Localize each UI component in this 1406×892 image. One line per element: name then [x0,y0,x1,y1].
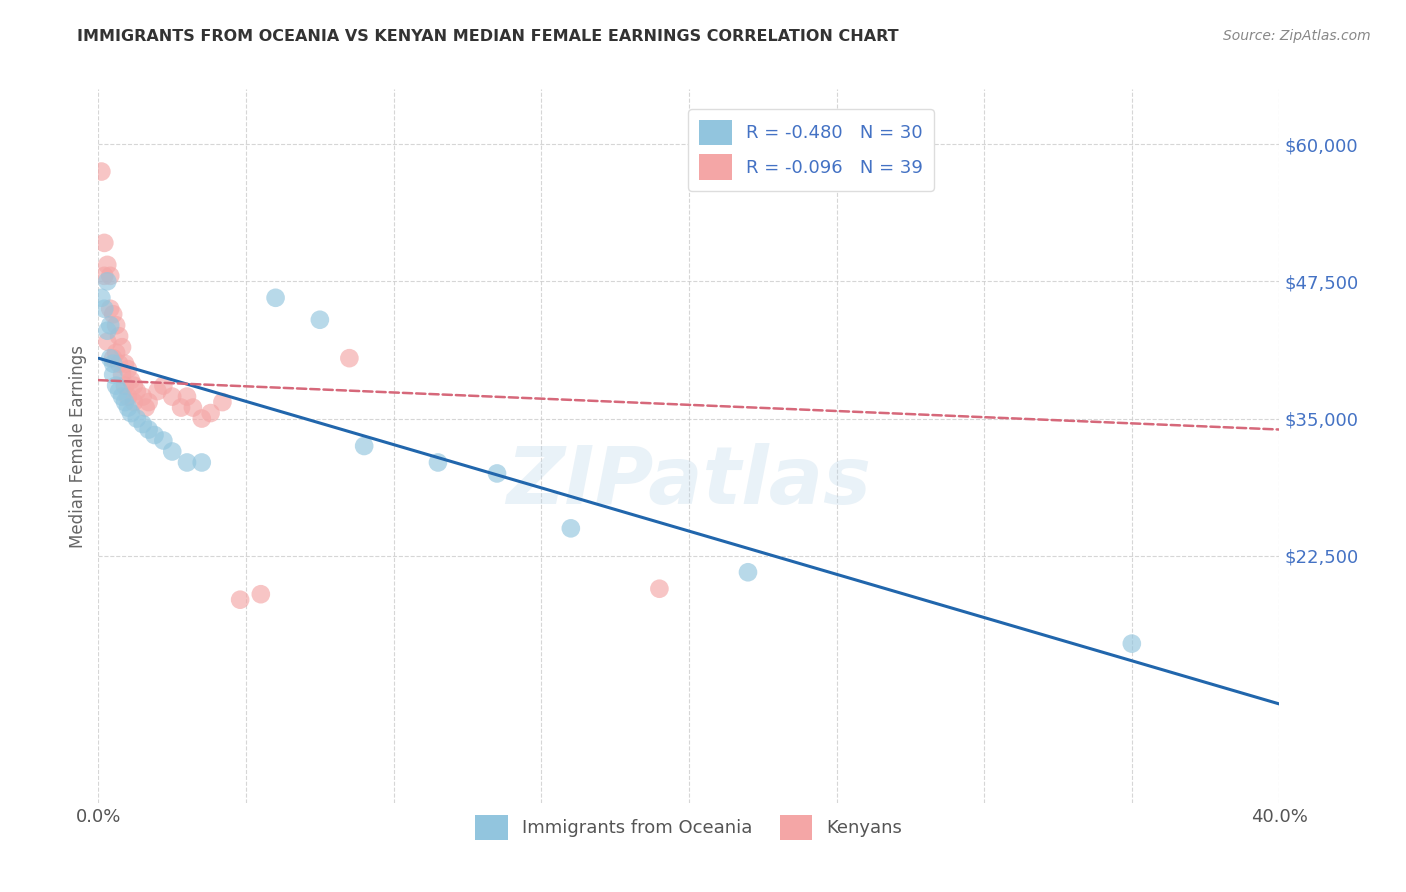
Point [170,401,193,415]
Point [114,395,136,409]
Point [152,378,174,392]
Point [98,318,121,333]
Point [114,378,136,392]
Point [117,401,139,415]
Point [98,301,121,316]
Point [117,390,139,404]
Text: IMMIGRANTS FROM OCEANIA VS KENYAN MEDIAN FEMALE EARNINGS CORRELATION CHART: IMMIGRANTS FROM OCEANIA VS KENYAN MEDIAN… [77,29,898,44]
Point [339,351,361,366]
Point [114,357,136,371]
Point [146,384,169,398]
Point [96,324,118,338]
Point [125,384,148,398]
Point [135,401,157,415]
Point [105,378,128,392]
Point [122,395,145,409]
Point [125,411,148,425]
Point [427,455,450,469]
Point [108,384,131,398]
Point [132,417,155,431]
Point [103,307,125,321]
Point [138,423,160,437]
Point [181,401,204,415]
Point [103,368,125,382]
Point [103,351,125,366]
Point [143,428,166,442]
Point [176,455,198,469]
Point [90,164,112,178]
Point [120,406,142,420]
Point [264,291,287,305]
Text: ZIPatlas: ZIPatlas [506,442,872,521]
Point [105,345,128,359]
Point [117,362,139,376]
Point [122,378,145,392]
Point [132,390,155,404]
Point [111,390,134,404]
Point [353,439,375,453]
Point [648,582,671,596]
Point [191,455,214,469]
Point [162,390,183,404]
Point [93,268,115,283]
Point [120,373,142,387]
Point [93,301,115,316]
Point [229,592,252,607]
Point [200,406,222,420]
Point [98,351,121,366]
Point [250,587,273,601]
Point [1121,637,1143,651]
Point [211,395,233,409]
Point [96,274,118,288]
Y-axis label: Median Female Earnings: Median Female Earnings [69,344,87,548]
Point [108,357,131,371]
Point [486,467,509,481]
Point [96,334,118,349]
Point [108,329,131,343]
Point [176,390,198,404]
Point [309,312,332,326]
Point [138,395,160,409]
Point [96,258,118,272]
Point [191,411,214,425]
Point [98,268,121,283]
Point [93,235,115,250]
Point [90,291,112,305]
Legend: Immigrants from Oceania, Kenyans: Immigrants from Oceania, Kenyans [468,807,910,847]
Point [103,357,125,371]
Text: Source: ZipAtlas.com: Source: ZipAtlas.com [1223,29,1371,43]
Point [105,318,128,333]
Point [162,444,183,458]
Point [152,434,174,448]
Point [560,521,582,535]
Point [111,368,134,382]
Point [111,340,134,354]
Point [737,566,759,580]
